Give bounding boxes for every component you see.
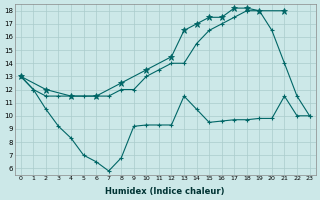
X-axis label: Humidex (Indice chaleur): Humidex (Indice chaleur) [106,187,225,196]
